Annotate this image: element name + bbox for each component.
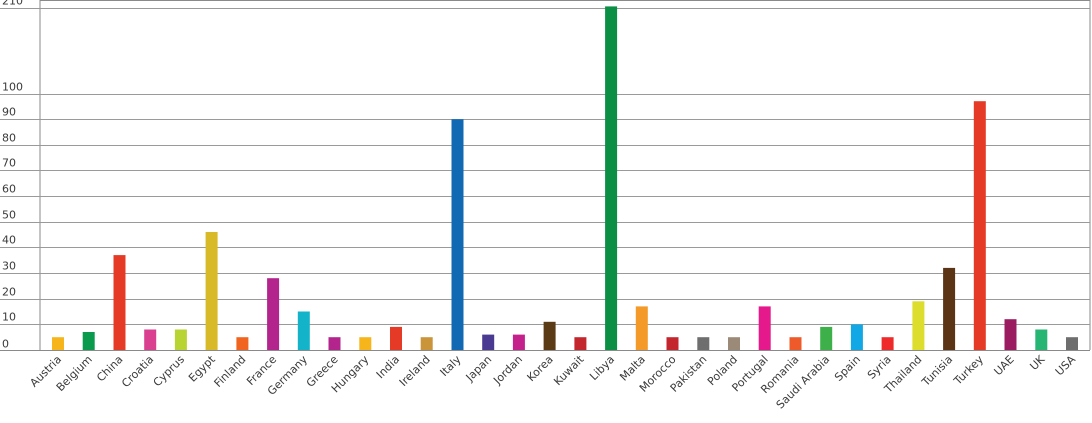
bar-germany [297, 311, 310, 350]
bar-saudi-arabia [820, 326, 833, 350]
x-tick-label: Croatia [119, 353, 156, 390]
bars [52, 6, 1078, 351]
bar-ireland [420, 337, 433, 350]
y-tick-label: 40 [2, 234, 16, 247]
bar-morocco [666, 337, 679, 350]
bar-france [267, 278, 280, 350]
y-tick-label: 60 [2, 183, 16, 196]
bar-japan [482, 334, 495, 350]
y-tick-label: 10 [2, 311, 16, 324]
bar-greece [328, 337, 341, 350]
y-tick-label: 50 [2, 209, 16, 222]
x-tick-label: Spain [832, 353, 863, 384]
x-tick-label: UAE [992, 353, 1017, 378]
y-tick-label: 30 [2, 260, 16, 273]
bar-croatia [144, 329, 157, 350]
bar-pakistan [697, 337, 710, 350]
gridlines [0, 0, 1091, 351]
bar-cyprus [174, 329, 187, 350]
x-tick-label: Ireland [397, 353, 433, 389]
y-tick-label: 100 [2, 81, 23, 94]
bar-usa [1066, 337, 1078, 350]
x-tick-label: Italy [438, 353, 464, 379]
bar-hungary [359, 337, 372, 350]
y-tick-label: 210 [2, 0, 23, 8]
bar-spain [850, 324, 863, 350]
bar-italy [451, 119, 464, 350]
bar-korea [543, 321, 556, 350]
x-tick-label: Japan [463, 353, 495, 385]
bar-thailand [912, 301, 925, 350]
bar-austria [52, 337, 64, 350]
x-tick-label: India [374, 353, 402, 381]
x-tick-label: Tunisia [919, 353, 955, 389]
bar-finland [236, 337, 249, 350]
bar-tunisia [943, 267, 956, 350]
bar-romania [789, 337, 802, 350]
bar-kuwait [574, 337, 587, 350]
y-tick-label: 70 [2, 157, 16, 170]
bar-china [113, 255, 126, 350]
bar-uae [1004, 319, 1017, 350]
bar-malta [635, 306, 648, 350]
y-tick-label: 20 [2, 286, 16, 299]
bar-uk [1035, 329, 1048, 350]
x-tick-label: Cyprus [151, 353, 188, 390]
bar-india [390, 326, 402, 350]
bar-poland [728, 337, 740, 350]
bar-egypt [205, 232, 218, 350]
bar-jordan [512, 334, 525, 350]
x-tick-label: USA [1053, 353, 1079, 379]
bar-belgium [82, 332, 95, 350]
y-tick-label: 80 [2, 132, 16, 145]
x-tick-label: Turkey [951, 353, 987, 389]
bar-syria [881, 337, 894, 350]
x-tick-label: Libya [587, 353, 617, 383]
bar-turkey [973, 101, 986, 350]
y-tick-label: 0 [2, 338, 9, 351]
x-tick-label: UK [1027, 352, 1048, 373]
x-tick-label: Finland [211, 353, 248, 390]
y-axis-ticks: 0 10 20 30 40 50 60 70 80 90 100 210 [2, 0, 23, 351]
bar-portugal [758, 306, 771, 350]
x-tick-label: Jordan [490, 353, 525, 388]
y-tick-label: 90 [2, 106, 16, 119]
x-tick-label: Kuwait [551, 352, 587, 388]
bar-libya [605, 6, 618, 351]
